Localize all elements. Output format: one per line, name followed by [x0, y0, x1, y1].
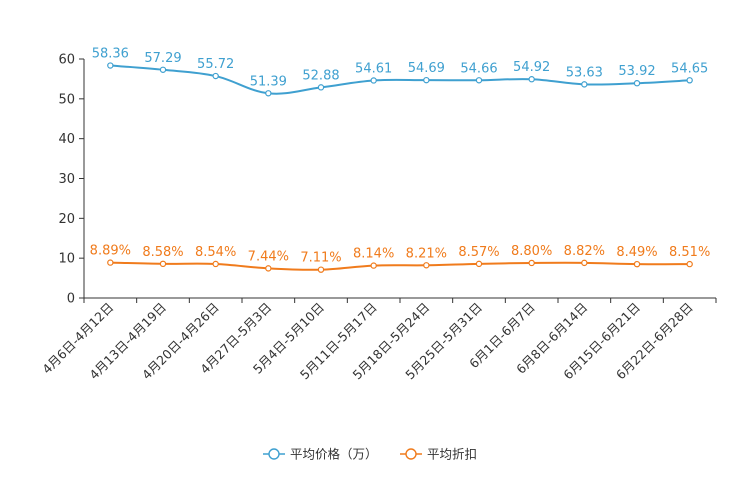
legend-item-avg-discount[interactable]: 平均折扣 [400, 447, 477, 462]
legend-label: 平均折扣 [427, 447, 477, 462]
data-label: 54.66 [460, 61, 497, 76]
data-point[interactable] [212, 260, 219, 268]
y-tick-label: 40 [58, 132, 75, 147]
legend: 平均价格（万） 平均折扣 [263, 447, 477, 462]
data-point[interactable] [370, 77, 377, 84]
data-point[interactable] [423, 262, 430, 269]
series-avg-price: 58.36 57.29 55.72 51.39 52.88 54.61 54.69 54.66… [92, 47, 708, 97]
y-tick-label: 50 [58, 92, 75, 107]
data-label: 7.11% [300, 251, 341, 266]
data-label: 58.36 [92, 47, 129, 62]
data-label: 57.29 [144, 51, 181, 66]
series-line [110, 261, 690, 271]
data-point[interactable] [212, 72, 219, 80]
data-label: 7.44% [248, 249, 289, 264]
legend-label: 平均价格（万） [290, 447, 378, 462]
legend-marker-icon [268, 448, 280, 460]
data-label: 51.39 [250, 74, 287, 89]
y-axis: 0 10 20 30 40 50 60 [58, 53, 85, 307]
series-line [110, 64, 690, 95]
legend-item-avg-price[interactable]: 平均价格（万） [263, 447, 378, 462]
data-point[interactable] [475, 77, 483, 84]
data-point[interactable] [528, 76, 535, 83]
data-point[interactable] [633, 260, 641, 268]
series-layer: 58.36 57.29 55.72 51.39 52.88 54.61 54.69 54.66… [90, 47, 710, 273]
series-avg-discount: 8.89% 8.58% 8.54% 7.44% 7.11% 8.14% 8.21% 8.57%… [90, 244, 710, 273]
data-label: 52.88 [302, 68, 339, 83]
data-label: 8.21% [406, 246, 447, 261]
data-point[interactable] [159, 260, 167, 268]
legend-marker-icon [405, 448, 417, 460]
data-point[interactable] [581, 259, 588, 267]
data-label: 8.58% [142, 245, 183, 260]
data-point[interactable] [475, 260, 483, 268]
data-point[interactable] [107, 62, 114, 69]
data-point[interactable] [317, 84, 325, 91]
data-point[interactable] [423, 76, 430, 84]
data-label: 54.61 [355, 61, 392, 76]
y-tick-label: 20 [58, 212, 75, 227]
data-label: 8.82% [564, 244, 605, 259]
y-tick-label: 60 [58, 53, 75, 68]
data-point[interactable] [370, 262, 377, 269]
data-point[interactable] [686, 260, 693, 268]
y-tick-label: 0 [67, 292, 75, 307]
data-label: 8.51% [669, 245, 710, 260]
data-label: 8.80% [511, 244, 552, 259]
data-point[interactable] [581, 81, 588, 88]
data-label: 54.92 [513, 60, 550, 75]
data-point[interactable] [528, 259, 535, 267]
data-point[interactable] [107, 259, 114, 266]
data-point[interactable] [159, 66, 167, 73]
data-label: 54.69 [408, 61, 445, 76]
data-point[interactable] [686, 77, 693, 84]
data-label: 8.57% [458, 245, 499, 260]
data-label: 53.63 [566, 65, 603, 80]
data-label: 55.72 [197, 57, 234, 72]
data-label: 8.89% [90, 244, 131, 259]
data-point[interactable] [265, 265, 272, 272]
data-point[interactable] [265, 90, 272, 97]
y-tick-label: 10 [58, 252, 75, 267]
x-axis: 4月6日-4月12日4月13日-4月19日4月20日-4月26日4月27日-5月… [39, 297, 717, 382]
data-label: 53.92 [618, 64, 655, 79]
data-label: 8.14% [353, 247, 394, 262]
data-point[interactable] [317, 266, 325, 273]
y-tick-label: 30 [58, 172, 75, 187]
data-label: 54.65 [671, 61, 708, 76]
data-point[interactable] [633, 80, 641, 87]
data-label: 8.49% [616, 245, 657, 260]
data-label: 8.54% [195, 245, 236, 260]
